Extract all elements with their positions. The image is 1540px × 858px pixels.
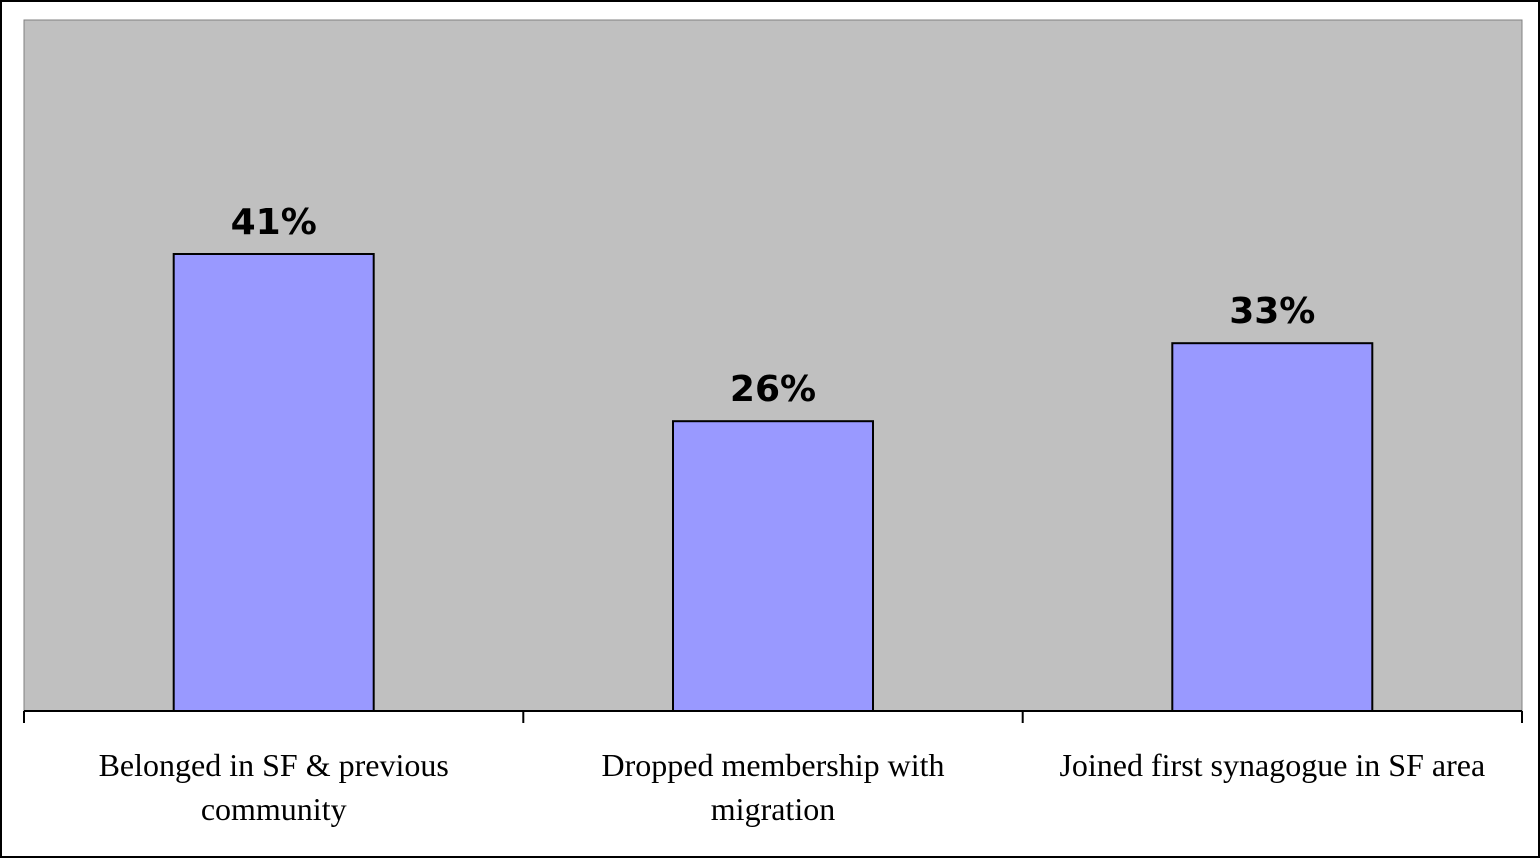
bar-3 [1171, 342, 1374, 712]
data-labels-group: 41% 26% 33% [231, 202, 1316, 410]
category-label-2: Dropped membership with migration [601, 747, 944, 827]
x-ticks-group [23, 711, 1523, 723]
category-labels-group: Belonged in SF & previous community Droppe… [99, 747, 1486, 827]
bar-2 [672, 420, 874, 712]
category-label-line: community [201, 791, 347, 827]
bar-1 [172, 253, 375, 712]
category-label-3: Joined first synagogue in SF area [1059, 747, 1485, 783]
data-label-1: 41% [231, 202, 317, 243]
category-label-line: Dropped membership with [601, 747, 944, 783]
data-label-3: 33% [1229, 291, 1315, 332]
data-label-2: 26% [730, 369, 816, 410]
category-label-line: migration [711, 791, 835, 827]
bars-group [172, 253, 1374, 712]
category-label-line: Joined first synagogue in SF area [1059, 747, 1485, 783]
category-label-1: Belonged in SF & previous community [99, 747, 449, 827]
category-label-line: Belonged in SF & previous [99, 747, 449, 783]
